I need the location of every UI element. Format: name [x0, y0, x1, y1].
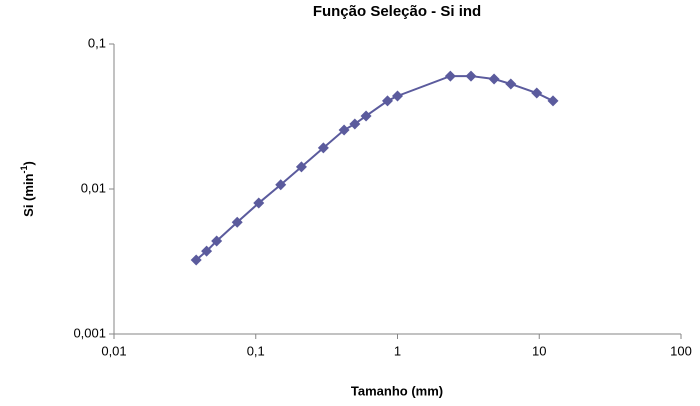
data-point	[338, 124, 350, 136]
data-point	[392, 90, 403, 102]
y-tick-label: 0,001	[73, 325, 106, 340]
y-tick-label: 0,1	[88, 35, 106, 50]
data-point	[253, 197, 265, 209]
data-point	[201, 245, 213, 257]
series-line	[195, 75, 554, 261]
data-point	[231, 216, 243, 228]
chart-title: Função Seleção - Si ind	[313, 3, 481, 20]
x-tick-label: 1	[394, 343, 401, 358]
data-point	[295, 161, 307, 173]
data-point	[465, 70, 477, 82]
data-point	[360, 110, 372, 122]
y-axis-label: Si (min-1)	[19, 161, 36, 217]
data-point	[531, 87, 543, 99]
data-point	[317, 142, 329, 154]
x-tick-label: 0,01	[101, 343, 126, 358]
data-point	[190, 254, 202, 266]
x-axis-label: Tamanho (mm)	[351, 383, 443, 398]
x-tick-label: 10	[532, 343, 546, 358]
y-label-suffix: )	[21, 161, 36, 165]
x-tick-label: 100	[670, 343, 692, 358]
data-point	[349, 118, 361, 130]
x-tick-label: 0,1	[247, 343, 265, 358]
y-label-text: Si (min	[21, 173, 36, 216]
data-point	[444, 70, 456, 82]
y-tick-label: 0,01	[81, 180, 106, 195]
y-label-sup: -1	[19, 165, 29, 173]
data-point	[211, 235, 223, 247]
data-point	[381, 95, 393, 107]
data-point	[488, 73, 500, 85]
data-point	[505, 78, 517, 90]
data-point	[547, 95, 559, 107]
data-point	[275, 179, 287, 191]
